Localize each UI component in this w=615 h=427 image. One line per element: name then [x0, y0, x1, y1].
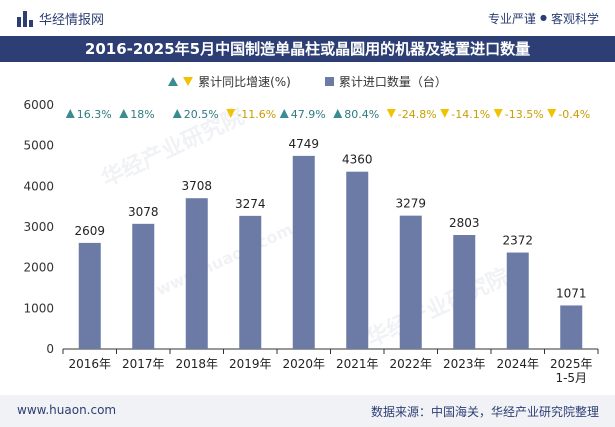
x-tick-label: 2016年: [68, 357, 111, 371]
y-tick-label: 1000: [23, 301, 54, 315]
bar: [560, 305, 583, 349]
bar-value-label: 1071: [556, 286, 587, 300]
tagline-right: 客观科学: [550, 12, 599, 26]
chart-title: 2016-2025年5月中国制造单晶柱或晶圆用的机器及装置进口数量: [0, 36, 615, 62]
growth-up-icon: [65, 109, 75, 118]
bar-value-label: 3078: [128, 205, 159, 219]
growth-label: 16.3%: [77, 108, 112, 121]
x-tick-label: 1-5月: [555, 371, 587, 385]
growth-label: 18%: [130, 108, 154, 121]
bar: [132, 223, 155, 349]
tagline: 专业严谨 ● 客观科学: [488, 10, 599, 27]
growth-label: 47.9%: [291, 108, 326, 121]
x-tick-label: 2020年: [282, 357, 325, 371]
y-tick-label: 6000: [23, 98, 54, 112]
legend-growth: 累计同比增速(%): [168, 73, 291, 90]
triangle-up-icon: [168, 77, 179, 86]
brand-name: 华经情报网: [39, 13, 105, 28]
x-tick-label: 2018年: [175, 357, 218, 371]
growth-up-icon: [119, 109, 129, 118]
footer-url[interactable]: www.huaon.com: [17, 403, 117, 417]
bar-value-label: 3708: [181, 179, 212, 193]
x-tick-label: 2021年: [336, 357, 379, 371]
y-tick-label: 0: [46, 342, 54, 356]
tagline-separator: ●: [540, 13, 547, 22]
bar-value-label: 2803: [449, 216, 480, 230]
bar: [78, 242, 101, 349]
x-tick-label: 2025年: [550, 357, 593, 371]
y-tick-label: 4000: [23, 179, 54, 193]
x-tick-label: 2023年: [443, 357, 486, 371]
bar: [185, 198, 208, 349]
bar-value-label: 3279: [395, 197, 426, 211]
growth-down-icon: [547, 109, 557, 118]
bar: [399, 215, 422, 349]
bar: [346, 171, 369, 349]
growth-label: 80.4%: [344, 108, 379, 121]
legend: 累计同比增速(%) 累计进口数量（台）: [0, 73, 615, 90]
y-tick-label: 5000: [23, 139, 54, 153]
bar-value-label: 2372: [502, 234, 533, 248]
bar-swatch-icon: [324, 77, 334, 86]
footer-source: 数据来源：中国海关，华经产业研究院整理: [370, 405, 599, 419]
growth-label: -24.8%: [398, 108, 437, 121]
bar: [453, 235, 476, 349]
bar-chart: 0 1000 2000 3000 4000 5000 6000 2609 2016年 16.3% 3…: [23, 98, 599, 385]
growth-down-icon: [386, 109, 396, 118]
bar-value-label: 3274: [235, 197, 266, 211]
growth-label: 20.5%: [184, 108, 219, 121]
brand[interactable]: 华经情报网: [17, 9, 104, 28]
growth-up-icon: [279, 109, 289, 118]
bar: [239, 215, 262, 349]
growth-down-icon: [226, 109, 236, 118]
x-tick-label: 2017年: [122, 357, 165, 371]
x-tick-label: 2024年: [496, 357, 539, 371]
tagline-left: 专业严谨: [487, 12, 536, 26]
x-tick-label: 2019年: [229, 357, 272, 371]
growth-down-icon: [493, 109, 503, 118]
brand-logo-icon: [17, 10, 33, 27]
growth-down-icon: [440, 109, 450, 118]
legend-volume-label: 累计进口数量（台）: [338, 75, 447, 89]
bar-value-label: 4749: [288, 137, 319, 151]
bar: [292, 155, 315, 349]
top-bar: 华经情报网 专业严谨 ● 客观科学: [0, 0, 615, 36]
growth-up-icon: [172, 109, 182, 118]
growth-label: -11.6%: [237, 108, 276, 121]
bar-value-label: 2609: [74, 224, 105, 238]
growth-up-icon: [333, 109, 343, 118]
y-tick-label: 2000: [23, 261, 54, 275]
bar-value-label: 4360: [342, 153, 373, 167]
growth-label: -0.4%: [558, 108, 590, 121]
bar: [506, 252, 529, 349]
legend-growth-label: 累计同比增速(%): [198, 75, 291, 89]
triangle-down-icon: [183, 77, 194, 86]
legend-volume: 累计进口数量（台）: [324, 73, 447, 90]
footer: www.huaon.com 数据来源：中国海关，华经产业研究院整理: [0, 395, 615, 427]
growth-label: -14.1%: [451, 108, 490, 121]
x-tick-label: 2022年: [389, 357, 432, 371]
y-tick-label: 3000: [23, 220, 54, 234]
growth-label: -13.5%: [505, 108, 544, 121]
